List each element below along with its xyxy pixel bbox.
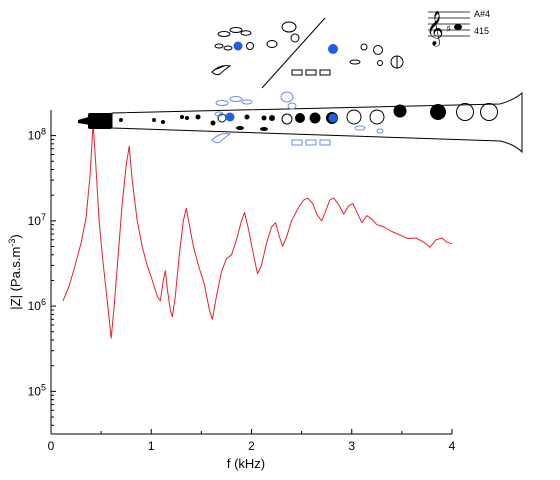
y-tick-label: 106 [28,297,46,313]
series-layer [62,122,453,339]
musical-notation: 𝄞 ♯ A#4 415 [426,9,490,47]
y-tick-label: 108 [28,127,46,143]
clarinet-drawing [78,91,523,154]
treble-clef-icon: 𝄞 [426,11,444,47]
fingering-chart [211,17,404,89]
fingering-key [223,45,233,51]
fingering-key [319,69,331,76]
y-tick-label: 107 [28,212,46,228]
fingering-hole [373,45,383,55]
y-axis-title: |Z| (Pa.s.m-3) [7,234,23,309]
y-axis-title-base: |Z| (Pa.s.m [8,247,23,310]
clarinet-hole-pressed-blue [225,112,235,122]
fingering-key [291,69,303,76]
y-axis-title-exp: -3 [7,239,17,247]
x-tick-label: 0 [48,439,55,453]
note-frequency: 415 [474,26,489,36]
fingering-key [281,21,297,33]
x-tick-label: 1 [148,439,155,453]
fingering-key [266,40,278,48]
x-tick-label: 2 [248,439,255,453]
note-head-icon [454,24,462,30]
fingering-key [240,30,252,36]
fingering-divider [261,17,326,89]
y-tick-label: 105 [28,382,46,398]
note-name: A#4 [474,9,490,19]
x-tick-label: 3 [348,439,355,453]
fingering-key [305,69,317,76]
fingering-lever [211,65,232,76]
fingering-hole [360,43,368,51]
x-ticks: 0 1 2 3 4 [48,429,456,453]
fingering-key [217,31,231,37]
fingering-key [229,27,243,33]
fingering-hole-pressed [328,44,338,54]
clarinet-hole-pressed-blue [328,113,338,123]
y-ticks: 105 106 107 108 [28,127,56,426]
impedance-series-line [62,122,453,339]
fingering-key [349,59,361,65]
y-axis-title-close: ) [8,234,23,238]
clarinet-barrel [88,113,112,129]
x-axis-title: f (kHz) [227,456,265,471]
clarinet-body [111,91,523,154]
fingering-hole-pressed [233,41,243,51]
fingering-lever [213,65,225,71]
x-tick-label: 4 [449,439,456,453]
fingering-key [290,33,300,43]
fingering-hole [377,60,383,66]
fingering-key [214,43,224,49]
sharp-icon: ♯ [446,24,451,35]
fingering-hole [246,42,254,50]
plot-axes [50,110,452,435]
clarinet-fingering-overlay [211,91,384,146]
